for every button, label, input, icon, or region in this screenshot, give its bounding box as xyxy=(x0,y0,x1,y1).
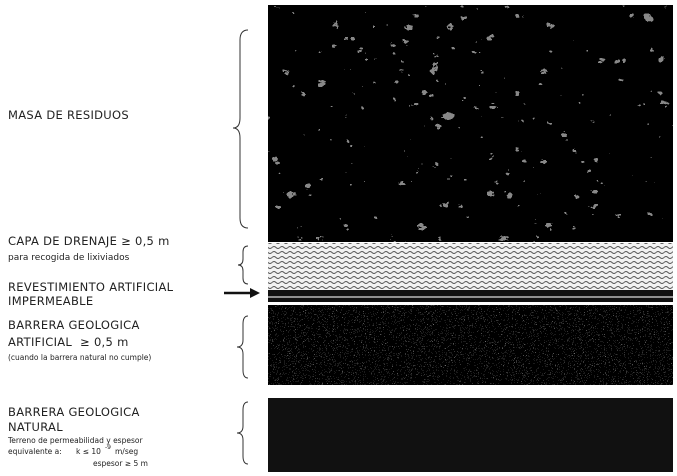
drainage-label: CAPA DE DRENAJE ≥ 0,5 m xyxy=(8,234,170,248)
natural-barrier-note: Terreno de permeabilidad y espesor xyxy=(7,436,143,445)
waste-layer xyxy=(268,5,673,242)
natural-barrier-label: BARRERA GEOLOGICA xyxy=(8,405,140,419)
permeability-k: k ≤ 10 xyxy=(76,447,101,456)
natural-barrier-layer xyxy=(268,398,673,472)
liner-layer xyxy=(268,290,673,302)
permeability-exponent: -9 xyxy=(105,444,111,451)
brace xyxy=(236,315,249,379)
artificial-barrier-label: BARRERA GEOLOGICA xyxy=(8,318,140,332)
permeability-prefix: equivalente a: xyxy=(8,447,62,456)
artificial-barrier-label: ARTIFICIAL ≥ 0,5 m xyxy=(8,335,129,349)
liner-label: REVESTIMIENTO ARTIFICIAL xyxy=(8,280,174,294)
brace xyxy=(232,29,249,229)
waste-label: MASA DE RESIDUOS xyxy=(8,108,129,122)
natural-barrier-label: NATURAL xyxy=(8,420,63,434)
liner-label: IMPERMEABLE xyxy=(8,294,93,308)
brace xyxy=(236,401,249,465)
thickness-label: espesor ≥ 5 m xyxy=(93,459,148,468)
drainage-note: para recogida de lixiviados xyxy=(8,253,130,263)
permeability-unit: m/seg xyxy=(115,447,138,456)
brace xyxy=(237,245,249,285)
artificial-barrier-layer xyxy=(268,305,673,385)
drainage-layer xyxy=(268,243,673,290)
artificial-barrier-note: (cuando la barrera natural no cumple) xyxy=(8,353,151,362)
arrow-head xyxy=(250,288,260,298)
